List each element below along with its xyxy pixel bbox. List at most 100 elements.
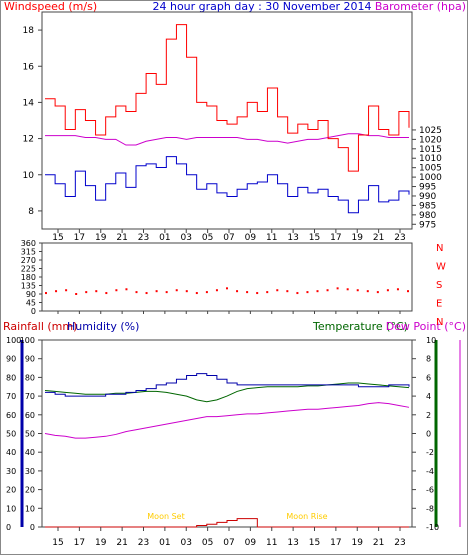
humidity-tick-label: 80: [25, 373, 35, 382]
rainfall-tick-label: 100: [6, 336, 21, 345]
x-tick-label: 21: [373, 233, 384, 243]
direction-point: [306, 291, 309, 294]
direction-point: [296, 292, 299, 295]
x-tick-label: 15: [309, 538, 320, 548]
x-tick-label: 13: [287, 538, 298, 548]
panel-frame-2: [41, 242, 413, 312]
compass-label: N: [436, 243, 443, 254]
humidity-tick-label: 60: [25, 411, 35, 420]
humidity-tick-label: 90: [25, 355, 35, 364]
direction-point: [65, 289, 68, 292]
direction-point: [286, 290, 289, 293]
x-tick-label: 21: [116, 233, 127, 243]
chart-title: 24 hour graph day : 30 November 2014: [152, 0, 371, 13]
direction-tick-label: 0: [31, 307, 36, 316]
direction-point: [175, 289, 178, 292]
direction-point: [366, 290, 369, 293]
direction-point: [125, 288, 128, 291]
x-tick-label: 21: [116, 538, 127, 548]
direction-point: [326, 289, 329, 292]
x-tick-label: 11: [266, 233, 277, 243]
x-tick-label: 19: [352, 233, 364, 243]
humidity-line: [45, 373, 410, 397]
rainfall-tick-label: 20: [6, 486, 16, 495]
humidity-tick-label: 20: [25, 486, 35, 495]
barometer-tick-label: 1000: [419, 173, 442, 183]
direction-point: [205, 291, 208, 294]
barometer-tick-label: 1015: [419, 145, 442, 155]
direction-point: [396, 288, 399, 291]
x-tick-label: 15: [309, 233, 320, 243]
x-tick-label: 07: [223, 538, 234, 548]
direction-point: [246, 291, 249, 294]
direction-tick-label: 90: [26, 290, 36, 299]
barometer-title: Barometer (hpa): [375, 0, 466, 13]
windspeed-tick-label: 18: [23, 26, 35, 36]
direction-point: [135, 291, 138, 294]
x-tick-label: 13: [287, 233, 298, 243]
rainfall-tick-label: 40: [6, 448, 16, 457]
direction-point: [195, 292, 198, 295]
direction-point: [407, 290, 409, 293]
rainfall-tick-label: 70: [6, 392, 16, 401]
rainfall-tick-label: 10: [6, 504, 16, 513]
x-tick-label: 21: [373, 538, 384, 548]
humidity-tick-label: 30: [25, 467, 35, 476]
x-tick-label: 15: [52, 538, 63, 548]
x-tick-label: 03: [181, 233, 192, 243]
humidity-tick-label: 50: [25, 430, 35, 439]
windspeed-title: Windspeed (m/s): [4, 0, 97, 13]
direction-tick-label: 225: [21, 265, 36, 274]
direction-tick-label: 180: [21, 273, 36, 282]
compass-label: W: [436, 262, 446, 273]
humidity-label: Humidity (%): [67, 320, 139, 333]
windspeed-tick-label: 8: [28, 207, 34, 217]
humidity-tick-label: 10: [25, 504, 35, 513]
x-tick-label: 09: [245, 538, 257, 548]
temperature-label: Temperature (°C): [312, 320, 408, 333]
x-tick-label: 01: [159, 538, 170, 548]
x-tick-label: 15: [52, 233, 63, 243]
direction-point: [95, 290, 98, 293]
temperature-tick-label: 4: [426, 392, 431, 401]
x-tick-label: 23: [394, 233, 405, 243]
direction-point: [356, 289, 359, 292]
temperature-tick-label: 0: [426, 430, 431, 439]
rainfall-tick-label: 0: [6, 523, 11, 532]
barometer-tick-label: 985: [419, 201, 436, 211]
x-tick-label: 23: [138, 538, 149, 548]
direction-point: [165, 291, 168, 294]
direction-point: [55, 290, 58, 293]
direction-point: [336, 287, 339, 290]
barometer-tick-label: 975: [419, 220, 436, 230]
direction-point: [376, 291, 379, 294]
rainfall-tick-label: 60: [6, 411, 16, 420]
direction-point: [316, 290, 319, 293]
direction-point: [185, 290, 188, 293]
barometer-tick-label: 1005: [419, 164, 442, 174]
rainfall-tick-label: 50: [6, 430, 16, 439]
direction-point: [266, 291, 269, 294]
windspeed-average-line: [45, 156, 410, 214]
rainfall-label: Rainfall (mm): [3, 320, 77, 333]
x-tick-label: 17: [74, 538, 85, 548]
x-tick-label: 07: [223, 233, 234, 243]
windspeed-tick-label: 16: [23, 62, 35, 72]
direction-point: [75, 293, 78, 295]
rainfall-line: [45, 518, 409, 528]
rainfall-tick-label: 90: [6, 355, 16, 364]
x-tick-label: 19: [352, 538, 364, 548]
temperature-line: [44, 402, 410, 439]
panel-frame-3: [41, 339, 413, 528]
humidity-tick-label: 40: [25, 448, 35, 457]
direction-point: [236, 290, 239, 293]
direction-tick-label: 45: [26, 299, 36, 308]
x-tick-label: 05: [202, 538, 213, 548]
direction-tick-label: 315: [21, 248, 36, 257]
x-tick-label: 23: [394, 538, 405, 548]
rainfall-tick-label: 80: [6, 373, 16, 382]
barometer-line: [45, 133, 409, 146]
direction-point: [45, 292, 47, 295]
